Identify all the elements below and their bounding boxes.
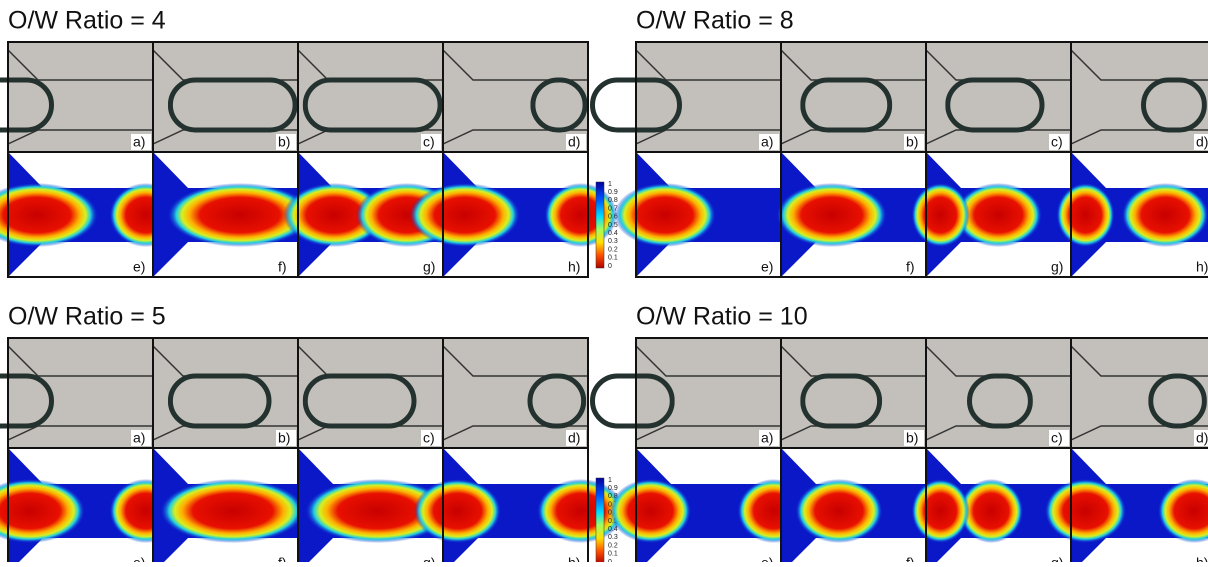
panel-label: c) <box>1051 134 1063 150</box>
panel-label: e) <box>133 259 145 275</box>
panel-label: d) <box>1196 134 1208 150</box>
panel-label: h) <box>1196 259 1208 275</box>
oil-phase <box>410 183 520 247</box>
group-title: O/W Ratio = 10 <box>636 303 808 331</box>
panel-label: b) <box>278 430 290 446</box>
panel-label: g) <box>423 259 435 275</box>
panel-label: b) <box>278 134 290 150</box>
panel-label: g) <box>423 555 435 562</box>
micrograph <box>1071 338 1208 448</box>
panel-label: e) <box>133 555 145 562</box>
colorbar-tick: 0.9 <box>608 189 618 196</box>
panel-label: b) <box>906 430 918 446</box>
group-title: O/W Ratio = 8 <box>636 7 794 35</box>
panel-label: a) <box>133 430 145 446</box>
colorbar-tick: 0.1 <box>608 551 618 558</box>
oil-phase <box>414 479 501 543</box>
colorbar-tick: 0.4 <box>608 230 618 237</box>
panel-label: f) <box>906 555 915 562</box>
group-title: O/W Ratio = 5 <box>8 303 166 331</box>
oil-phase <box>912 183 970 247</box>
oil-phase <box>160 479 305 543</box>
oil-phase <box>912 479 970 543</box>
figure: O/W Ratio = 4a)e)b)f)c)g)d)h)10.90.80.70… <box>0 0 1208 562</box>
panel-label: d) <box>568 134 580 150</box>
panel-label: g) <box>1051 555 1063 562</box>
micrograph <box>1071 42 1208 152</box>
panel-label: f) <box>278 555 287 562</box>
panel-label: c) <box>1051 430 1063 446</box>
colorbar-tick: 0.3 <box>608 534 618 541</box>
panel-label: e) <box>761 259 773 275</box>
colorbar-tick: 0.2 <box>608 542 618 549</box>
oil-phase <box>1122 183 1208 247</box>
panel-label: h) <box>1196 555 1208 562</box>
figure-group: O/W Ratio = 8 a) e) b) f) c) g) d) h) <box>593 7 1208 277</box>
oil-phase <box>545 183 618 247</box>
colorbar-tick: 1 <box>608 477 612 484</box>
panel-label: a) <box>761 134 773 150</box>
colorbar-tick: 1 <box>608 181 612 188</box>
panel-label: b) <box>906 134 918 150</box>
oil-phase <box>614 183 716 247</box>
oil-phase <box>610 479 691 543</box>
panel-label: c) <box>423 430 435 446</box>
colorbar-tick: 0 <box>608 263 612 270</box>
panel-label: e) <box>761 555 773 562</box>
panel-label: c) <box>423 134 435 150</box>
group-title: O/W Ratio = 4 <box>8 7 166 35</box>
colorbar <box>596 182 604 268</box>
oil-phase <box>777 183 887 247</box>
panel-label: f) <box>906 259 915 275</box>
colorbar-tick: 0.8 <box>608 197 618 204</box>
panel-label: d) <box>1196 430 1208 446</box>
panel-label: a) <box>133 134 145 150</box>
figure-group: O/W Ratio = 4a)e)b)f)c)g)d)h)10.90.80.70… <box>0 7 618 277</box>
figure-group: O/W Ratio = 5a)e)b)f)c)g)d)h)10.90.80.70… <box>0 303 624 562</box>
colorbar-tick: 0.3 <box>608 238 618 245</box>
panel-label: h) <box>568 555 580 562</box>
colorbar-tick: 0.9 <box>608 485 618 492</box>
panel-label: d) <box>568 430 580 446</box>
panel-label: g) <box>1051 259 1063 275</box>
panel-label: a) <box>761 430 773 446</box>
panel-label: h) <box>568 259 580 275</box>
colorbar-tick: 0.2 <box>608 246 618 253</box>
colorbar-tick: 0.1 <box>608 255 618 262</box>
oil-phase <box>796 479 883 543</box>
oil-phase <box>1057 183 1115 247</box>
colorbar <box>596 478 604 562</box>
panel-label: f) <box>278 259 287 275</box>
oil-phase <box>1045 479 1126 543</box>
figure-group: O/W Ratio = 10 a) e) b) f) c) g) d) h) <box>593 303 1208 562</box>
